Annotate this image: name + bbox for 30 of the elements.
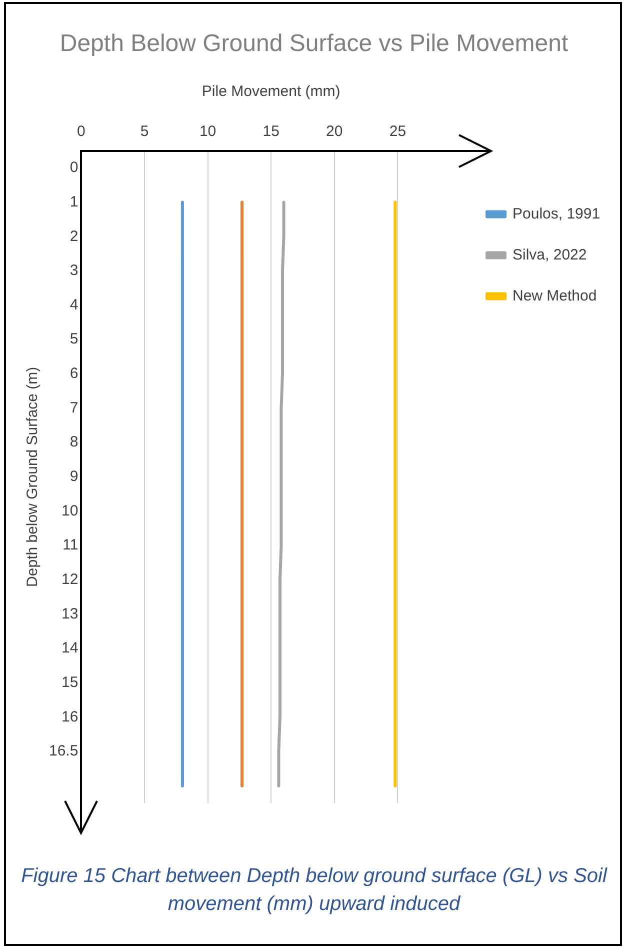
caption: Figure 15 Chart between Depth below ground surface (GL) vs Soil movement (mm) upward induced — [20, 864, 608, 917]
y-tick-label: 12 — [62, 571, 78, 588]
x-tick-label: 10 — [199, 122, 216, 140]
y-tick-label: 4 — [70, 296, 78, 314]
y-tick-label: 5 — [70, 330, 78, 348]
y-tick-label: 8 — [70, 434, 78, 451]
y-tick-label: 11 — [62, 536, 78, 554]
x-tick-label: 20 — [326, 122, 343, 140]
x-tick-label: 5 — [140, 122, 149, 140]
y-tick-label: 16 — [62, 708, 78, 726]
y-tick-label: 2 — [70, 228, 78, 245]
legend-label: Poulos, 1991 — [512, 205, 600, 222]
y-tick-label: 0 — [70, 159, 78, 176]
y-tick-label: 10 — [62, 502, 78, 520]
y-tick-label: 13 — [62, 605, 78, 622]
y-tick-label: 6 — [70, 365, 78, 382]
y-tick-label: 1 — [70, 193, 78, 210]
legend-label: New Method — [512, 287, 597, 304]
y-tick-label: 9 — [70, 468, 78, 486]
x-tick-label: 25 — [389, 122, 406, 140]
x-axis-title: Pile Movement (mm) — [202, 82, 340, 100]
x-tick-label: 15 — [262, 122, 280, 140]
y-tick-label: 3 — [70, 262, 78, 280]
chart-title: Depth Below Ground Surface vs Pile Movement — [60, 30, 568, 58]
y-tick-label: 14 — [62, 640, 78, 657]
y-axis-title: Depth below Ground Surface (m) — [24, 366, 42, 587]
legend-label: Silva, 2022 — [512, 246, 587, 264]
y-tick-label: 7 — [70, 399, 78, 416]
y-tick-label: 15 — [62, 674, 78, 691]
y-tick-label: 16.5 — [48, 742, 78, 760]
